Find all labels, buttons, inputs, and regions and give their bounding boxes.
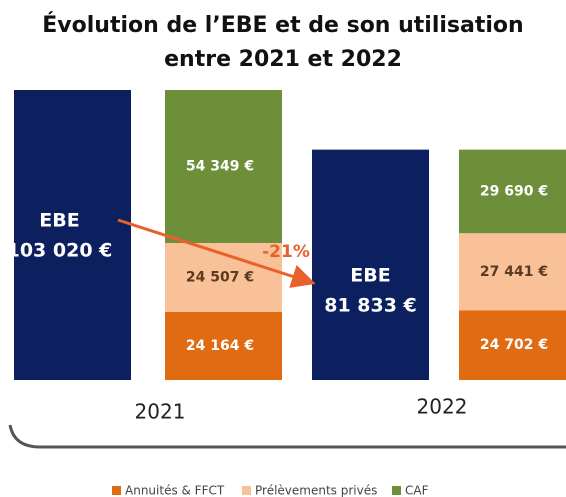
ebe-name: EBE [350,264,390,286]
legend-label: Prélèvements privés [255,484,377,497]
chart-title: Évolution de l’EBE et de son utilisation [42,12,523,38]
ebe-value-label: 103 020 € [7,240,113,262]
annotation: -21% [262,242,310,262]
legend-label: Annuités & FFCT [125,484,225,497]
segment-label: 54 349 € [186,158,254,174]
segment-label: 24 507 € [186,269,254,285]
bracket [8,424,566,449]
legend-swatch [112,486,121,495]
ebe-value-label: 81 833 € [324,294,417,316]
stack-segment [165,90,282,243]
legend-label: CAF [405,484,429,497]
ebe-bar [312,149,429,380]
legend-swatch [242,486,251,495]
ebe-bar [14,90,131,380]
chart-title: entre 2021 et 2022 [164,47,402,72]
segment-label: 29 690 € [480,183,548,199]
segment-label: 24 702 € [480,337,548,353]
stack-segment [459,310,566,380]
legend-swatch [392,486,401,495]
stack-segment [459,149,566,234]
segment-label: 27 441 € [480,264,548,280]
change-arrow [117,218,316,288]
segment-label: 24 164 € [186,338,254,354]
stack-segment [165,311,282,380]
x-tick-label: 2021 [135,400,186,424]
ebe-name: EBE [39,210,79,232]
x-tick-label: 2022 [417,395,468,419]
stack-segment [459,233,566,311]
